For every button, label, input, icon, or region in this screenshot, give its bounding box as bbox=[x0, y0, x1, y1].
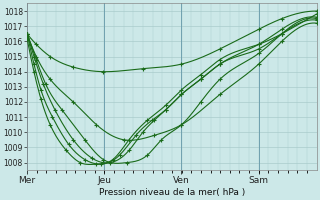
X-axis label: Pression niveau de la mer( hPa ): Pression niveau de la mer( hPa ) bbox=[99, 188, 245, 197]
